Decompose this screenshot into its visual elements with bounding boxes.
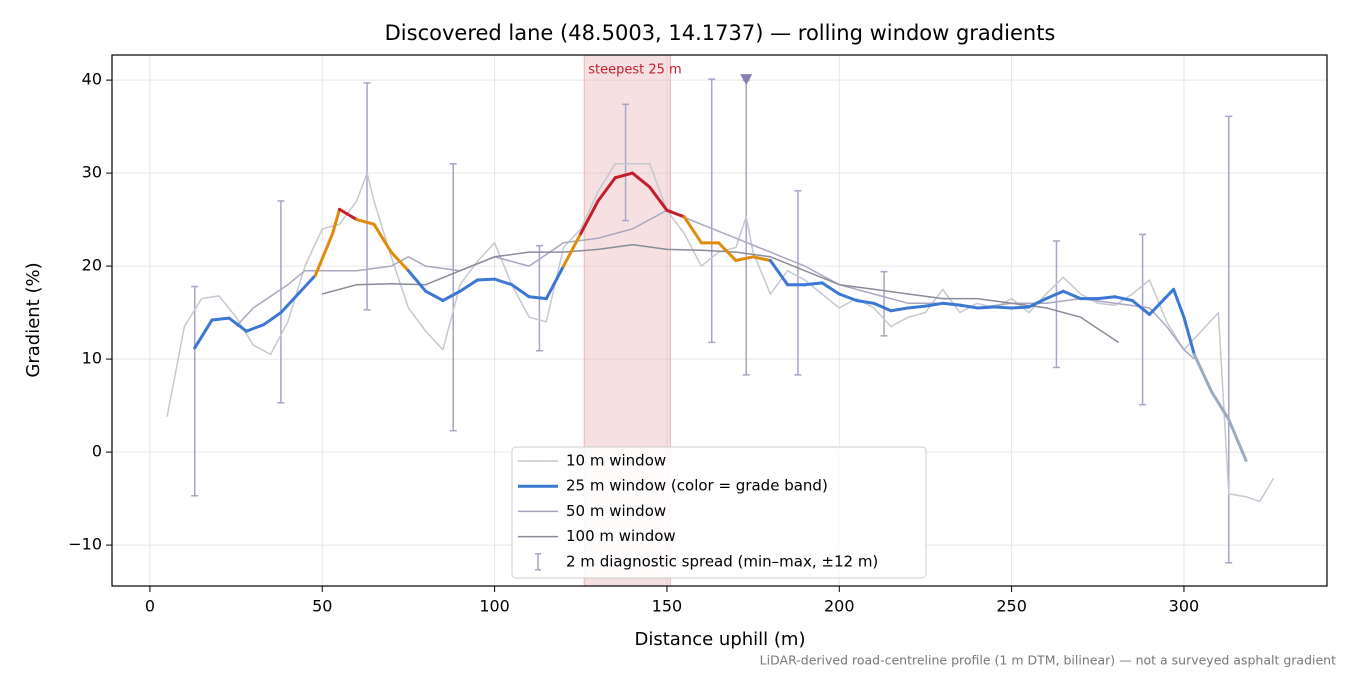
line-segment xyxy=(331,207,341,236)
x-tick-label: 150 xyxy=(652,597,683,616)
line-segment xyxy=(734,255,755,263)
line-segment xyxy=(296,273,317,296)
steepest-marker xyxy=(740,74,753,86)
line-segment xyxy=(279,292,300,315)
line-segment xyxy=(855,299,876,305)
footnote: LiDAR-derived road-centreline profile (1… xyxy=(760,653,1336,668)
line-segment xyxy=(1147,287,1176,316)
line-segment xyxy=(355,218,376,226)
x-tick-label: 0 xyxy=(145,597,155,616)
series-line xyxy=(235,209,1195,360)
line-segment xyxy=(906,304,927,310)
x-tick-label: 50 xyxy=(312,597,332,616)
line-segment xyxy=(975,305,996,310)
legend-label: 100 m window xyxy=(566,527,676,545)
line-segment xyxy=(630,171,652,189)
line-segment xyxy=(837,292,859,303)
legend-label: 10 m window xyxy=(566,452,666,470)
line-segment xyxy=(1130,299,1151,316)
line-segment xyxy=(1227,418,1248,462)
line-segment xyxy=(406,269,428,293)
y-tick-label: 20 xyxy=(82,256,102,275)
line-segment xyxy=(820,281,841,296)
y-axis-label: Gradient (%) xyxy=(23,262,44,377)
line-segment xyxy=(1044,289,1065,301)
series-line xyxy=(322,243,1119,344)
x-tick-label: 200 xyxy=(824,597,855,616)
x-tick-label: 100 xyxy=(479,597,510,616)
line-segment xyxy=(648,185,669,212)
line-segment xyxy=(475,277,497,282)
x-axis-label: Distance uphill (m) xyxy=(635,629,806,650)
x-tick-label: 300 xyxy=(1169,597,1200,616)
line-segment xyxy=(262,311,283,327)
line-segment xyxy=(1096,295,1117,301)
y-tick-label: 0 xyxy=(92,442,102,461)
line-segment xyxy=(458,278,479,293)
line-segment xyxy=(1027,297,1048,309)
legend-label: 50 m window xyxy=(566,502,666,520)
line-segment xyxy=(1010,305,1031,310)
line-segment xyxy=(958,303,979,310)
y-tick-label: 30 xyxy=(82,163,102,182)
line-segment xyxy=(389,250,410,273)
line-segment xyxy=(992,305,1014,310)
highlight-label: steepest 25 m xyxy=(588,63,681,78)
line-segment xyxy=(527,295,548,301)
line-segment xyxy=(562,232,583,268)
line-segment xyxy=(751,255,772,263)
line-segment xyxy=(210,316,231,322)
line-segment xyxy=(717,241,738,263)
line-segment xyxy=(244,323,266,333)
line-segment xyxy=(1113,295,1134,303)
line-segment xyxy=(923,301,945,308)
legend-box xyxy=(511,446,927,579)
line-segment xyxy=(889,306,910,313)
line-segment xyxy=(441,289,462,303)
line-segment xyxy=(544,264,566,301)
plot-area xyxy=(166,78,1275,564)
line-segment xyxy=(493,277,514,287)
line-segment xyxy=(1210,390,1231,422)
line-segment xyxy=(613,171,634,180)
line-segment xyxy=(193,318,214,350)
line-segment xyxy=(768,259,790,287)
y-tick-label: 10 xyxy=(82,349,102,368)
line-segment xyxy=(579,199,600,236)
line-segment xyxy=(872,301,893,313)
line-segment xyxy=(372,222,393,254)
line-segment xyxy=(313,232,335,277)
line-segment xyxy=(424,289,445,303)
legend-label: 2 m diagnostic spread (min–max, ±12 m) xyxy=(566,552,878,570)
line-segment xyxy=(665,208,686,219)
line-segment xyxy=(1182,315,1196,356)
line-segment xyxy=(337,207,359,222)
y-tick-label: −10 xyxy=(68,535,102,554)
x-tick-label: 250 xyxy=(996,597,1027,616)
line-segment xyxy=(1192,352,1214,394)
chart-title: Discovered lane (48.5003, 14.1737) — rol… xyxy=(385,21,1056,45)
line-segment xyxy=(510,283,531,299)
plot-frame xyxy=(111,54,1328,587)
y-tick-label: 40 xyxy=(82,70,102,89)
line-segment xyxy=(682,215,703,245)
legend-label: 25 m window (color = grade band) xyxy=(566,477,828,495)
line-segment xyxy=(596,176,617,203)
line-segment xyxy=(941,301,962,307)
line-segment xyxy=(1172,287,1186,319)
line-segment xyxy=(1061,289,1083,301)
line-segment xyxy=(803,281,824,287)
line-segment xyxy=(227,316,248,333)
